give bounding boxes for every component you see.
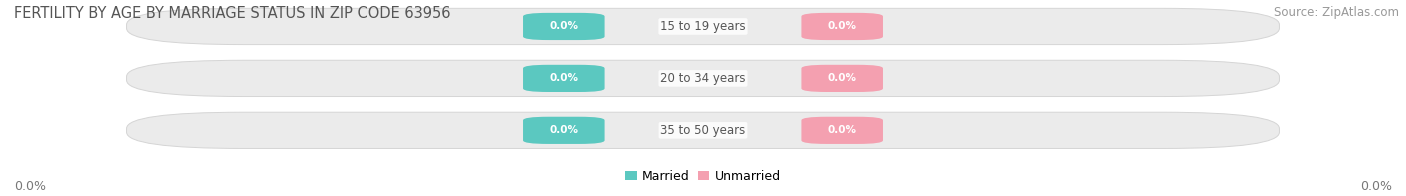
Text: 0.0%: 0.0% [550, 21, 578, 32]
FancyBboxPatch shape [127, 60, 1279, 97]
Text: 20 to 34 years: 20 to 34 years [661, 72, 745, 85]
Text: 0.0%: 0.0% [828, 73, 856, 83]
FancyBboxPatch shape [801, 13, 883, 40]
Text: 0.0%: 0.0% [828, 21, 856, 32]
Text: 0.0%: 0.0% [14, 180, 46, 193]
Text: 35 to 50 years: 35 to 50 years [661, 124, 745, 137]
FancyBboxPatch shape [801, 65, 883, 92]
Text: 0.0%: 0.0% [828, 125, 856, 135]
FancyBboxPatch shape [127, 8, 1279, 45]
Text: 15 to 19 years: 15 to 19 years [661, 20, 745, 33]
FancyBboxPatch shape [801, 117, 883, 144]
FancyBboxPatch shape [523, 65, 605, 92]
Text: 0.0%: 0.0% [550, 73, 578, 83]
Text: 0.0%: 0.0% [550, 125, 578, 135]
FancyBboxPatch shape [127, 112, 1279, 149]
FancyBboxPatch shape [523, 13, 605, 40]
Text: Source: ZipAtlas.com: Source: ZipAtlas.com [1274, 6, 1399, 19]
FancyBboxPatch shape [523, 117, 605, 144]
Text: FERTILITY BY AGE BY MARRIAGE STATUS IN ZIP CODE 63956: FERTILITY BY AGE BY MARRIAGE STATUS IN Z… [14, 6, 450, 21]
Text: 0.0%: 0.0% [1360, 180, 1392, 193]
Legend: Married, Unmarried: Married, Unmarried [620, 165, 786, 188]
